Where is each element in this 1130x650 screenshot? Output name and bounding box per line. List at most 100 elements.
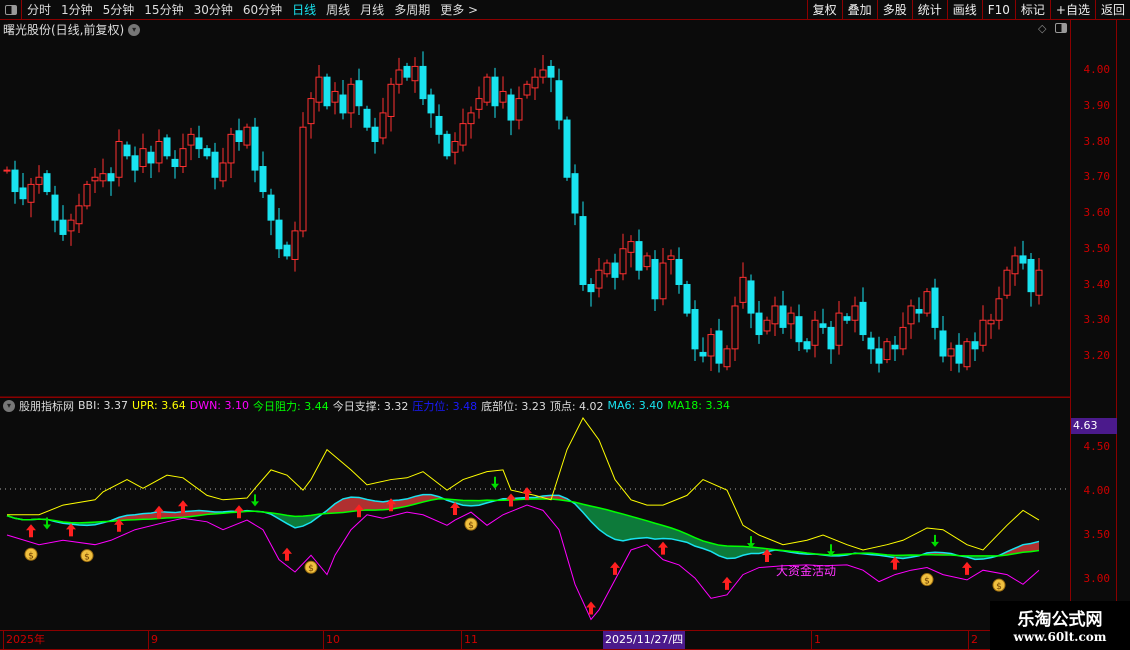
- indicator-value: MA6: 3.40: [607, 399, 664, 412]
- diamond-icon[interactable]: ◇: [1038, 22, 1047, 35]
- indicator-value: 今日阻力: 3.44: [253, 399, 329, 413]
- bbi-band-segment: [1031, 541, 1039, 552]
- date-label: 2025年: [3, 631, 45, 649]
- candle-body: [875, 348, 883, 364]
- sell-arrow-icon: [251, 494, 259, 507]
- bbi-band-segment: [471, 500, 479, 506]
- selected-date: 2025/11/27/四: [603, 631, 686, 649]
- candle-body: [475, 98, 483, 110]
- bbi-band-segment: [119, 515, 127, 521]
- ma18-line: [6, 498, 1040, 557]
- toolbar-button[interactable]: 复权: [806, 0, 842, 20]
- candle-body: [411, 65, 419, 82]
- candle-body: [267, 194, 275, 221]
- bbi-band-segment: [1023, 543, 1031, 553]
- candle-body: [11, 169, 19, 193]
- bbi-band-segment: [375, 500, 383, 511]
- toolbar-button[interactable]: 画线: [946, 0, 982, 20]
- period-tab[interactable]: 15分钟: [144, 3, 184, 17]
- bbi-band-segment: [191, 510, 199, 517]
- candle-body: [43, 173, 51, 193]
- candle-body: [419, 65, 427, 100]
- period-tab[interactable]: 更多 >: [440, 3, 479, 17]
- period-tab[interactable]: 5分钟: [102, 3, 135, 17]
- bbi-band-segment: [463, 500, 471, 506]
- layout-toggle-button[interactable]: [0, 0, 22, 20]
- watermark: 乐淘公式网 www.60lt.com: [990, 601, 1130, 650]
- bbi-band-segment: [399, 498, 407, 508]
- candle-body: [203, 148, 211, 157]
- candle-body: [491, 76, 499, 107]
- candle-body: [571, 173, 579, 214]
- period-tab[interactable]: 分时: [27, 3, 52, 17]
- toolbar-button[interactable]: +自选: [1049, 0, 1095, 20]
- candle-body: [835, 312, 843, 346]
- candle-body: [819, 323, 827, 328]
- candle-body: [75, 205, 83, 225]
- buy-arrow-icon: [610, 561, 620, 575]
- price-tick: 4.00: [1083, 63, 1111, 76]
- period-tab[interactable]: 日线: [292, 3, 317, 17]
- candle-body: [123, 144, 131, 157]
- candle-body: [51, 194, 59, 221]
- candle-body: [803, 341, 811, 350]
- date-label: 11: [461, 631, 478, 649]
- toolbar-button[interactable]: 统计: [911, 0, 947, 20]
- candle-body: [1027, 258, 1035, 293]
- price-tick: 3.40: [1083, 277, 1111, 291]
- period-tab[interactable]: 60分钟: [242, 3, 283, 17]
- candle-body: [323, 76, 331, 107]
- candle-body: [739, 276, 747, 303]
- candle-body: [179, 148, 187, 168]
- candle-body: [619, 248, 627, 275]
- candle-body: [731, 305, 739, 350]
- toolbar-button[interactable]: 叠加: [841, 0, 877, 20]
- sell-arrow-icon: [827, 544, 835, 557]
- candle-body: [299, 126, 307, 232]
- money-bag-icon: [304, 560, 318, 574]
- toolbar-button[interactable]: 标记: [1014, 0, 1050, 20]
- candle-body: [547, 65, 555, 78]
- stock-title: 曙光股份(日线,前复权): [3, 23, 125, 37]
- price-tick: 3.50: [1083, 241, 1111, 255]
- indicator-value: DWN: 3.10: [189, 399, 250, 412]
- panel-toggle-button[interactable]: [1055, 23, 1067, 33]
- buy-arrow-icon: [386, 498, 396, 512]
- candle-body: [259, 166, 267, 193]
- chevron-down-icon[interactable]: ▾: [3, 399, 15, 412]
- date-label: 2: [968, 631, 978, 649]
- toolbar-button[interactable]: 多股: [876, 0, 912, 20]
- price-tick: 3.30: [1083, 313, 1111, 327]
- candle-body: [235, 130, 243, 142]
- bbi-band-segment: [727, 546, 735, 559]
- price-tick: 3.90: [1083, 98, 1111, 112]
- candle-body: [371, 126, 379, 142]
- candle-body: [1035, 269, 1043, 296]
- candle-body: [595, 269, 603, 289]
- period-tab[interactable]: 月线: [360, 3, 385, 17]
- layout-icon: [1055, 23, 1067, 33]
- layout-icon: [4, 4, 17, 15]
- period-tab[interactable]: 1分钟: [61, 3, 93, 17]
- candle-body: [523, 83, 531, 96]
- candlestick-chart[interactable]: $ $ $ $ $ $: [0, 0, 1070, 630]
- candle-body: [867, 337, 875, 350]
- bbi-band-segment: [415, 494, 423, 505]
- candle-body: [939, 330, 947, 357]
- toolbar-button[interactable]: 返回: [1094, 0, 1130, 20]
- bbi-band-segment: [719, 545, 727, 559]
- candle-body: [851, 305, 859, 321]
- buy-arrow-icon: [66, 523, 76, 537]
- period-tab[interactable]: 多周期: [394, 3, 431, 17]
- buy-arrow-icon: [522, 487, 532, 501]
- candle-body: [963, 341, 971, 368]
- chevron-down-icon[interactable]: ▾: [128, 23, 141, 36]
- period-tab[interactable]: 周线: [326, 3, 351, 17]
- candle-body: [683, 284, 691, 314]
- toolbar-button[interactable]: F10: [981, 0, 1015, 20]
- period-tab[interactable]: 30分钟: [193, 3, 233, 17]
- indicator-value: 顶点: 4.02: [549, 399, 604, 413]
- buy-arrow-icon: [506, 493, 516, 507]
- bbi-band-segment: [287, 515, 295, 528]
- candle-body: [691, 309, 699, 350]
